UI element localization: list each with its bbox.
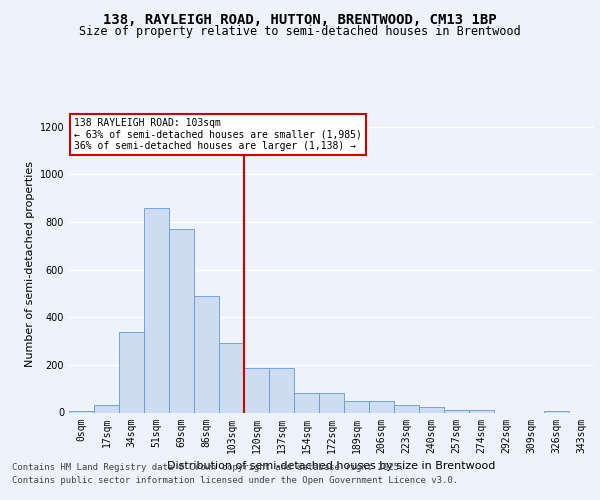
Text: Size of property relative to semi-detached houses in Brentwood: Size of property relative to semi-detach… [79, 25, 521, 38]
Bar [94, 405, 119, 412]
Bar [69, 410, 94, 412]
Text: 138 RAYLEIGH ROAD: 103sqm
← 63% of semi-detached houses are smaller (1,985)
36% : 138 RAYLEIGH ROAD: 103sqm ← 63% of semi-… [74, 118, 362, 151]
Text: Contains public sector information licensed under the Open Government Licence v3: Contains public sector information licen… [12, 476, 458, 485]
Bar [269, 368, 294, 412]
X-axis label: Distribution of semi-detached houses by size in Brentwood: Distribution of semi-detached houses by … [167, 461, 496, 471]
Bar [444, 410, 469, 412]
Bar [394, 405, 419, 412]
Bar [544, 410, 569, 412]
Bar [344, 401, 369, 412]
Bar [369, 401, 394, 412]
Text: Contains HM Land Registry data © Crown copyright and database right 2025.: Contains HM Land Registry data © Crown c… [12, 462, 404, 471]
Y-axis label: Number of semi-detached properties: Number of semi-detached properties [25, 161, 35, 367]
Bar [144, 208, 169, 412]
Bar [294, 394, 319, 412]
Bar [244, 368, 269, 412]
Text: 138, RAYLEIGH ROAD, HUTTON, BRENTWOOD, CM13 1BP: 138, RAYLEIGH ROAD, HUTTON, BRENTWOOD, C… [103, 12, 497, 26]
Bar [469, 410, 494, 412]
Bar [119, 332, 144, 412]
Bar [219, 344, 244, 412]
Bar [194, 296, 219, 412]
Bar [169, 229, 194, 412]
Bar [319, 394, 344, 412]
Bar [419, 408, 444, 412]
